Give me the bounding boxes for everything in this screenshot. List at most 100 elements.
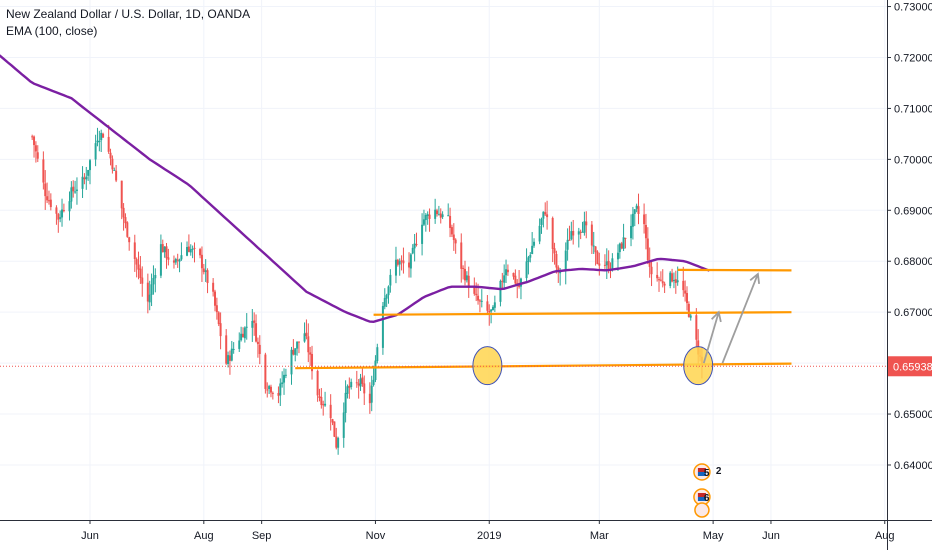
projection-arrow[interactable] [702,310,722,364]
candle [230,340,233,362]
candle-body [296,341,299,349]
candle-body [189,249,192,253]
candle [669,271,672,289]
candle [374,355,377,383]
candle [643,203,646,234]
candle-body [506,269,509,273]
candle-body [152,277,155,285]
candle [503,264,506,290]
candle [350,378,353,390]
candle-body [120,180,123,209]
event-badge[interactable]: 6 [693,488,711,506]
candle-body [361,377,364,384]
candle [75,177,78,205]
candle [199,247,202,259]
candle [527,255,530,275]
candle-body [344,392,347,413]
candle [128,236,131,251]
price-axis[interactable]: 0.73000 0.72000 0.71000 0.70000 0.69000 0.680… [887,0,932,550]
candle [436,208,439,217]
candle [624,237,627,249]
candle-body [605,261,608,266]
candle-body [355,382,358,384]
candle-body [659,279,662,281]
candle [335,427,338,450]
candle-body [102,133,105,138]
candle [133,234,136,272]
highlight-circle[interactable] [683,346,714,386]
arrow-shaft [721,273,759,364]
candle [271,391,274,400]
candle [245,313,248,340]
candle-body [676,280,679,283]
candle-body [251,320,254,328]
candle [424,213,427,232]
candle-body [598,263,601,266]
candle-body [577,231,580,235]
candle-body [36,152,39,159]
candle [570,221,573,241]
candle [450,224,453,238]
candle-body [542,211,545,219]
candle-body [581,231,584,233]
candle-body [422,219,425,225]
candle-body [228,355,231,361]
candle [475,282,478,302]
candle-body [531,245,534,255]
candle-body [128,237,131,243]
candle [303,322,306,343]
last-price-tag[interactable]: 0.65938 [888,356,932,377]
candle [255,314,258,343]
candle [572,219,575,245]
candle-body [357,383,360,386]
candle [616,244,619,271]
candle-body [512,272,515,277]
candle [331,418,334,426]
candle-body [202,268,205,273]
candle-body [473,287,476,294]
candle-body [402,260,405,264]
candle-body [342,412,345,438]
event-badges[interactable]: 5 2 6 [693,463,722,518]
candle [137,251,140,280]
support-line[interactable] [677,268,792,272]
candle-body [219,323,222,337]
candle [577,227,580,248]
candle [152,265,155,295]
candle [592,231,595,254]
candle-body [411,247,414,254]
candle [337,436,340,455]
candle-body [488,310,491,313]
candle-body [268,386,271,390]
time-axis[interactable]: Jun Aug Sep Nov 2019 Mar May Jun Aug [0,520,932,550]
candle-body [70,187,73,202]
candle [109,148,112,166]
candle-body [579,231,582,233]
flag-stripe-icon [697,497,706,501]
candle [34,141,37,163]
candle [596,250,599,265]
arrow-head [711,310,722,323]
support-line[interactable] [373,311,792,316]
event-badge[interactable]: 5 [693,463,711,481]
price-tick-label: 0.71000 [894,103,932,115]
candle-body [428,214,431,219]
candle-body [34,145,37,152]
candle-body [540,218,543,225]
price-tick-label: 0.70000 [894,154,932,166]
candle-body [324,403,327,406]
projection-arrow[interactable] [721,272,761,364]
candle-body [161,244,164,253]
candle [529,252,532,263]
candle [219,312,222,350]
highlight-circle[interactable] [472,346,503,386]
candle-body [346,386,349,394]
candle-body [449,215,452,228]
candle [480,289,483,308]
candle [408,252,411,278]
candle [411,244,414,255]
event-flag-icon[interactable] [694,502,710,518]
candle [656,262,659,282]
